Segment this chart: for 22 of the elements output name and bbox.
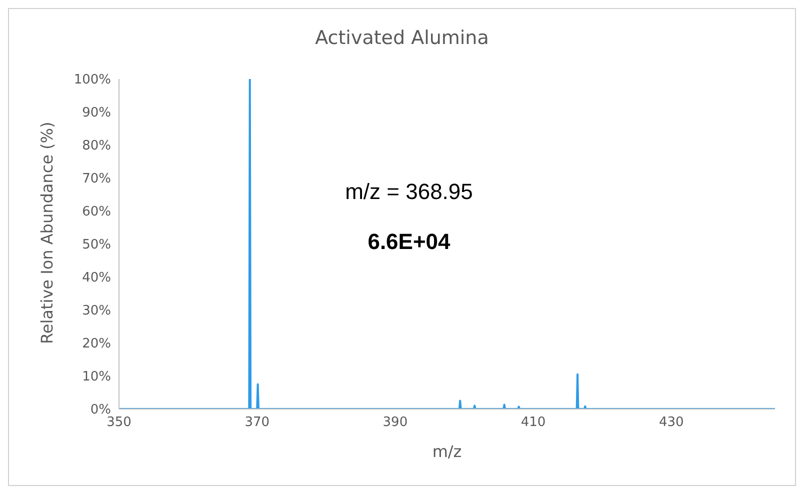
annotation: 6.6E+04 (366, 229, 452, 255)
x-axis-title: m/z (432, 442, 462, 461)
annotation: m/z = 368.95 (344, 179, 474, 205)
y-tick-label: 80% (82, 138, 111, 154)
y-tick-label: 60% (82, 204, 111, 220)
y-tick-label: 40% (82, 270, 111, 286)
x-tick-label: 390 (382, 415, 408, 430)
y-tick-label: 90% (82, 106, 111, 121)
chart-title: Activated Alumina (314, 27, 490, 49)
y-tick-label: 10% (82, 370, 111, 385)
y-tick-label: 100% (74, 72, 111, 88)
y-tick-label: 30% (82, 304, 111, 319)
x-tick-label: 370 (244, 415, 270, 430)
x-tick-label: 410 (520, 415, 546, 430)
x-tick-label: 430 (659, 415, 684, 430)
y-tick-label: 20% (82, 336, 111, 352)
y-tick-label: 0% (90, 402, 111, 418)
line-series (119, 79, 775, 409)
y-tick-label: 50% (82, 238, 111, 253)
y-axis-title: Relative Ion Abundance (%) (38, 122, 57, 344)
y-tick-label: 70% (82, 172, 111, 187)
x-tick-label: 350 (106, 415, 132, 430)
